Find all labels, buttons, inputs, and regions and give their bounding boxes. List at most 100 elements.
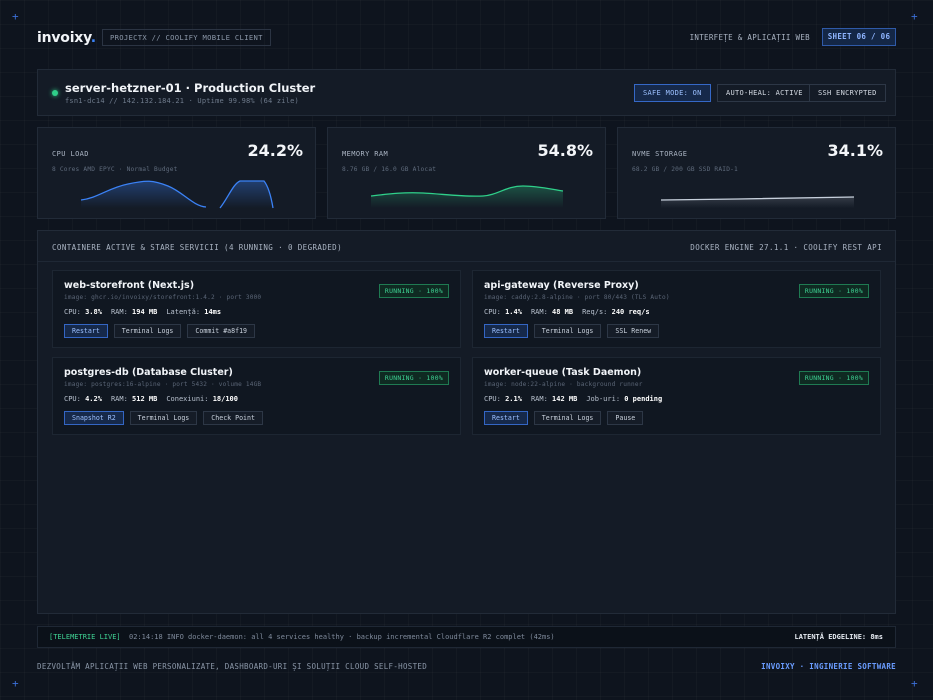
corner-mark-top-right: +: [911, 10, 918, 23]
stat-label: CPU:: [64, 308, 81, 316]
metric-ram-card: MEMORY RAM 8.76 GB / 16.0 GB Alocat 54.8…: [327, 127, 606, 219]
cpu-spark-area: [81, 181, 206, 208]
metric-label: MEMORY RAM: [342, 150, 389, 158]
containers-title: CONTAINERE ACTIVE & STARE SERVICII (4 RU…: [52, 243, 343, 252]
footer-tagline: DEZVOLTĂM APLICAȚII WEB PERSONALIZATE, D…: [37, 662, 428, 671]
metric-label: CPU LOAD: [52, 150, 89, 158]
stat-label: Req/s:: [582, 308, 608, 316]
container-title: api-gateway (Reverse Proxy): [484, 280, 639, 291]
ram-spark-area: [371, 186, 563, 208]
container-title: web-storefront (Next.js): [64, 280, 195, 291]
cpu-sparkline: [80, 180, 274, 209]
sheet-badge: SHEET 06 / 06: [822, 28, 896, 46]
ram-spark-line: [370, 185, 564, 197]
cpu-spark-line-2: [219, 180, 274, 209]
stat-value: 194 MB: [132, 308, 158, 316]
commit-button[interactable]: Commit #a8f19: [187, 324, 256, 338]
container-title: postgres-db (Database Cluster): [64, 367, 233, 378]
stat-value: 48 MB: [552, 308, 574, 316]
container-card-postgres-db: postgres-db (Database Cluster) image: po…: [52, 357, 461, 435]
terminal-logs-button[interactable]: Terminal Logs: [129, 411, 198, 425]
storage-sparkline: [660, 196, 855, 208]
terminal-logs-button[interactable]: Terminal Logs: [533, 411, 602, 425]
telemetry-message: 02:14:18 INFO docker-daemon: all 4 servi…: [129, 633, 555, 641]
container-stats: CPU: 2.1% RAM: 142 MB Job-uri: 0 pending: [484, 395, 662, 403]
container-stats: CPU: 3.8% RAM: 194 MB Latență: 14ms: [64, 308, 221, 316]
stat-label: Conexiuni:: [166, 395, 209, 403]
section-label: INTERFEȚE & APLICAȚII WEB: [689, 33, 810, 42]
container-stats: CPU: 1.4% RAM: 48 MB Req/s: 240 req/s: [484, 308, 650, 316]
storage-spark-line: [660, 196, 855, 201]
pause-button[interactable]: Pause: [607, 411, 644, 425]
safe-mode-toggle[interactable]: SAFE MODE: ON: [634, 84, 711, 102]
auto-heal-toggle[interactable]: AUTO-HEAL: ACTIVE: [717, 84, 812, 102]
logo-dot: .: [90, 30, 96, 46]
corner-mark-bottom-right: +: [911, 677, 918, 690]
stat-label: RAM:: [530, 395, 548, 403]
metric-sub: 8.76 GB / 16.0 GB Alocat: [342, 166, 437, 173]
container-card-web-storefront: web-storefront (Next.js) image: ghcr.io/…: [52, 270, 461, 348]
container-image: image: caddy:2.8-alpine · port 80/443 (T…: [484, 294, 670, 301]
check-point-button[interactable]: Check Point: [203, 411, 263, 425]
status-badge: RUNNING · 100%: [798, 284, 869, 298]
stat-value: 3.8%: [85, 308, 102, 316]
logo[interactable]: invoixy.: [37, 30, 96, 46]
server-name: server-hetzner-01 · Production Cluster: [65, 81, 316, 95]
stat-value: 14ms: [204, 308, 222, 316]
footer-brand: INVOIXY · INGINERIE SOFTWARE: [761, 662, 896, 671]
terminal-logs-button[interactable]: Terminal Logs: [533, 324, 602, 338]
restart-button[interactable]: Restart: [64, 324, 108, 338]
stat-value: 2.1%: [505, 395, 522, 403]
telemetry-tag: [TELEMETRIE LIVE]: [49, 633, 121, 641]
snapshot-button[interactable]: Snapshot R2: [64, 411, 124, 425]
corner-mark-top-left: +: [12, 10, 19, 23]
server-status-dot: [52, 90, 58, 96]
stat-value: 18/100: [212, 395, 238, 403]
project-tag: PROJECTX // COOLIFY MOBILE CLIENT: [102, 29, 271, 46]
container-card-api-gateway: api-gateway (Reverse Proxy) image: caddy…: [472, 270, 881, 348]
container-image: image: node:22-alpine · background runne…: [484, 381, 643, 388]
container-image: image: ghcr.io/invoixy/storefront:1.4.2 …: [64, 294, 262, 301]
stat-label: Job-uri:: [586, 395, 621, 403]
stat-value: 142 MB: [552, 395, 578, 403]
stat-value: 512 MB: [132, 395, 158, 403]
metric-label: NVME STORAGE: [632, 150, 688, 158]
container-stats: CPU: 4.2% RAM: 512 MB Conexiuni: 18/100: [64, 395, 238, 403]
metric-value: 34.1%: [827, 141, 883, 160]
stat-label: RAM:: [530, 308, 548, 316]
logo-text: invoixy: [37, 30, 91, 46]
metric-storage-card: NVME STORAGE 68.2 GB / 200 GB SSD RAID-1…: [617, 127, 896, 219]
container-card-worker-queue: worker-queue (Task Daemon) image: node:2…: [472, 357, 881, 435]
ram-sparkline: [370, 185, 564, 208]
section-divider: [38, 261, 895, 262]
container-image: image: postgres:16-alpine · port 5432 · …: [64, 381, 262, 388]
cpu-spark-line: [80, 180, 207, 208]
edge-latency: LATENȚĂ EDGELINE: 8ms: [794, 633, 883, 641]
terminal-logs-button[interactable]: Terminal Logs: [113, 324, 182, 338]
docker-engine-label: DOCKER ENGINE 27.1.1 · COOLIFY REST API: [690, 243, 882, 252]
ssl-renew-button[interactable]: SSL Renew: [607, 324, 660, 338]
stat-value: 1.4%: [505, 308, 522, 316]
server-panel: server-hetzner-01 · Production Cluster f…: [37, 69, 896, 116]
stat-value: 0 pending: [624, 395, 663, 403]
stat-label: CPU:: [484, 308, 501, 316]
metric-value: 54.8%: [537, 141, 593, 160]
cpu-spark-area-2: [220, 181, 273, 208]
stat-label: RAM:: [110, 395, 128, 403]
corner-mark-bottom-left: +: [12, 677, 19, 690]
restart-button[interactable]: Restart: [484, 411, 528, 425]
stat-label: RAM:: [110, 308, 128, 316]
stat-label: Latență:: [166, 308, 201, 316]
telemetry-bar: [TELEMETRIE LIVE] 02:14:18 INFO docker-d…: [37, 626, 896, 648]
status-badge: RUNNING · 100%: [378, 284, 449, 298]
stat-label: CPU:: [64, 395, 81, 403]
metric-value: 24.2%: [247, 141, 303, 160]
restart-button[interactable]: Restart: [484, 324, 528, 338]
containers-panel: CONTAINERE ACTIVE & STARE SERVICII (4 RU…: [37, 230, 896, 614]
metric-sub: 8 Cores AMD EPYC · Normal Budget: [52, 166, 178, 173]
stat-value: 240 req/s: [611, 308, 650, 316]
status-badge: RUNNING · 100%: [798, 371, 869, 385]
stat-value: 4.2%: [85, 395, 102, 403]
ssh-encrypted-badge[interactable]: SSH ENCRYPTED: [809, 84, 886, 102]
metric-sub: 68.2 GB / 200 GB SSD RAID-1: [632, 166, 738, 173]
